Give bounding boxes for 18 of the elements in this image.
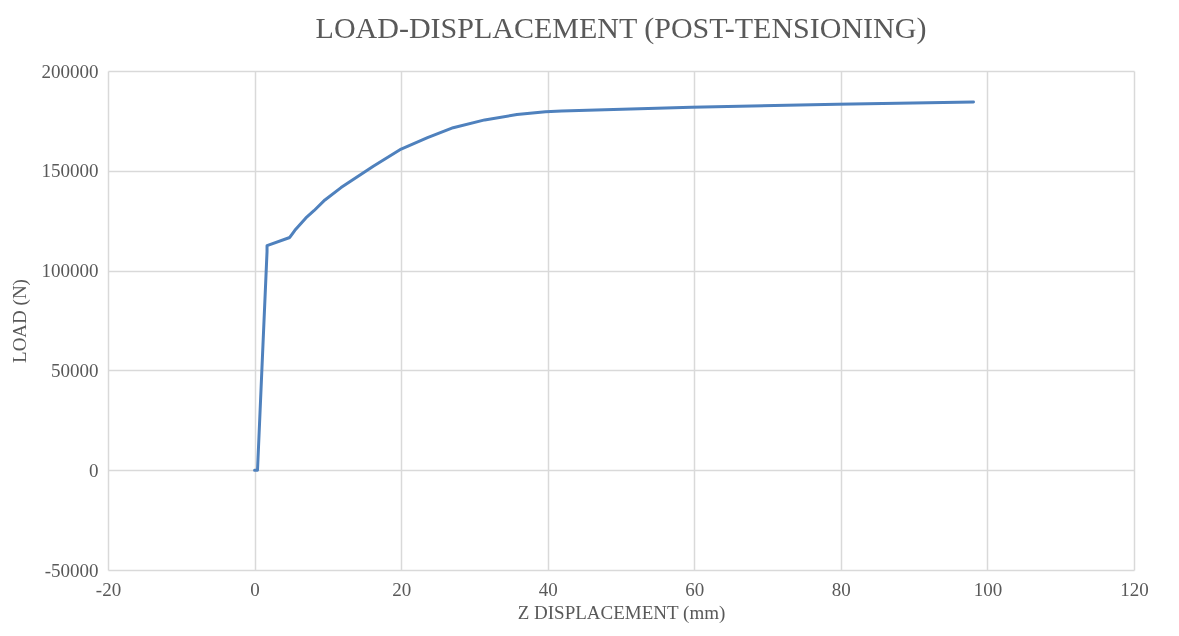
y-tick-label: 150000 <box>41 160 99 182</box>
y-tick-label: 100000 <box>41 260 99 282</box>
x-tick-label: 0 <box>250 578 260 600</box>
x-tick-label: 80 <box>831 578 851 600</box>
y-tick-label: -50000 <box>44 559 99 581</box>
x-tick-label: 100 <box>973 578 1003 600</box>
x-tick-label: 60 <box>685 578 705 600</box>
x-tick-label: 20 <box>392 578 412 600</box>
y-axis-title: LOAD (N) <box>8 279 31 363</box>
x-tick-label: 40 <box>538 578 558 600</box>
line-series <box>253 100 975 472</box>
y-tick-label: 50000 <box>51 359 99 381</box>
x-tick-label: -20 <box>95 578 122 600</box>
x-tick-label: 120 <box>1120 578 1149 600</box>
chart-title: LOAD-DISPLACEMENT (POST-TENSIONING) <box>315 11 927 45</box>
y-tick-label: 0 <box>89 459 99 481</box>
x-axis-title: Z DISPLACEMENT (mm) <box>517 601 726 624</box>
y-tick-label: 200000 <box>41 60 99 82</box>
